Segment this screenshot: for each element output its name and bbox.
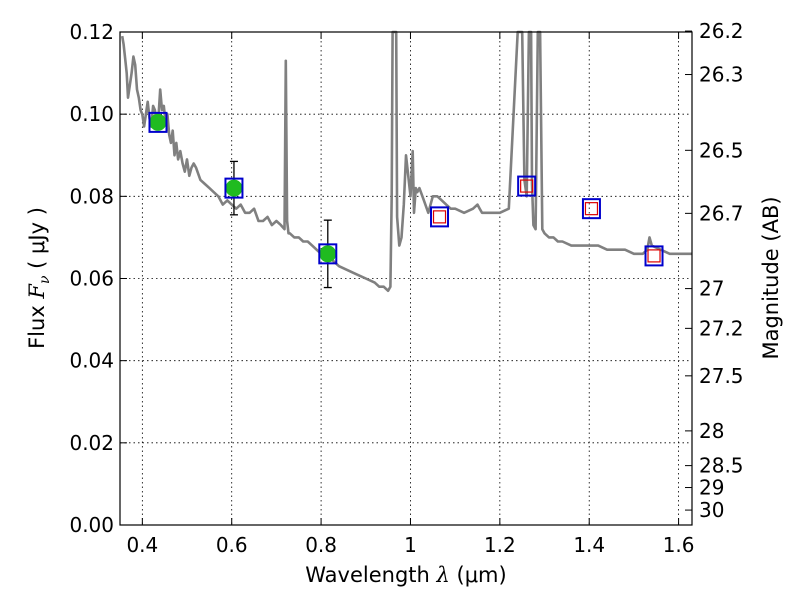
x-tick-label: 0.6: [216, 533, 248, 557]
observed-point: [225, 179, 243, 197]
mag-tick-label: 26.2: [699, 19, 744, 43]
model-photometry-box: [224, 177, 244, 199]
model-photometry-box: [644, 245, 664, 267]
y-axis-unit: ( μJy ): [25, 207, 49, 275]
mag-tick-label: 27: [699, 277, 724, 301]
upper-limit-marker: [432, 210, 447, 224]
y-tick-label: 0.06: [69, 267, 114, 291]
y-tick-label: 0.04: [69, 349, 114, 373]
model-photometry-box: [581, 198, 601, 220]
nu-subscript: ν: [37, 275, 53, 284]
mag-tick-label: 30: [699, 498, 724, 522]
y-axis-label: Flux Fν ( μJy ): [25, 207, 53, 349]
y-tick-label: 0.10: [69, 102, 114, 126]
magnitude-axis-label: Magnitude (AB): [759, 196, 783, 359]
x-tick-label: 0.4: [126, 533, 158, 557]
observed-point: [319, 245, 337, 263]
y-axis-label-text: Flux: [25, 299, 49, 349]
model-photometry-box: [318, 243, 338, 265]
x-tick-label: 1.2: [484, 533, 516, 557]
upper-limit-marker: [584, 202, 599, 216]
plot-content: [120, 30, 692, 293]
lambda-symbol: λ: [436, 563, 450, 587]
mag-tick-label: 27.2: [699, 316, 744, 340]
x-axis-label-text: Wavelength: [305, 563, 436, 587]
model-photometry-box: [517, 175, 537, 197]
axis-ticks: 0.4 0.6 0.8 1 1.2 1.4 1.6 0.00 0.02 0.04 0.06 0.08 0…: [69, 19, 743, 557]
mag-tick-label: 28.5: [699, 454, 744, 478]
y-tick-label: 0.00: [69, 513, 114, 537]
mag-tick-label: 26.5: [699, 138, 744, 162]
mag-tick-label: 28: [699, 419, 724, 443]
y-tick-label: 0.08: [69, 184, 114, 208]
observed-point: [149, 113, 167, 131]
y-tick-label: 0.12: [69, 20, 114, 44]
mag-tick-label: 27.5: [699, 364, 744, 388]
upper-limit-marker: [647, 249, 661, 263]
model-sed-line: [120, 30, 692, 293]
mag-tick-label: 26.3: [699, 63, 744, 87]
model-photometry-box: [148, 111, 168, 133]
x-axis-unit: (μm): [450, 563, 507, 587]
model-photometry-box: [430, 206, 450, 228]
x-tick-label: 0.8: [305, 533, 337, 557]
mag-tick-label: 26.7: [699, 201, 744, 225]
x-tick-label: 1.4: [573, 533, 605, 557]
mag-tick-label: 29: [699, 476, 724, 500]
flux-symbol: F: [25, 283, 49, 300]
x-tick-label: 1: [404, 533, 417, 557]
y-tick-label: 0.02: [69, 431, 114, 455]
upper-limit-marker: [520, 179, 534, 193]
x-axis-label: Wavelength λ (μm): [305, 563, 506, 587]
x-tick-label: 1.6: [663, 533, 695, 557]
